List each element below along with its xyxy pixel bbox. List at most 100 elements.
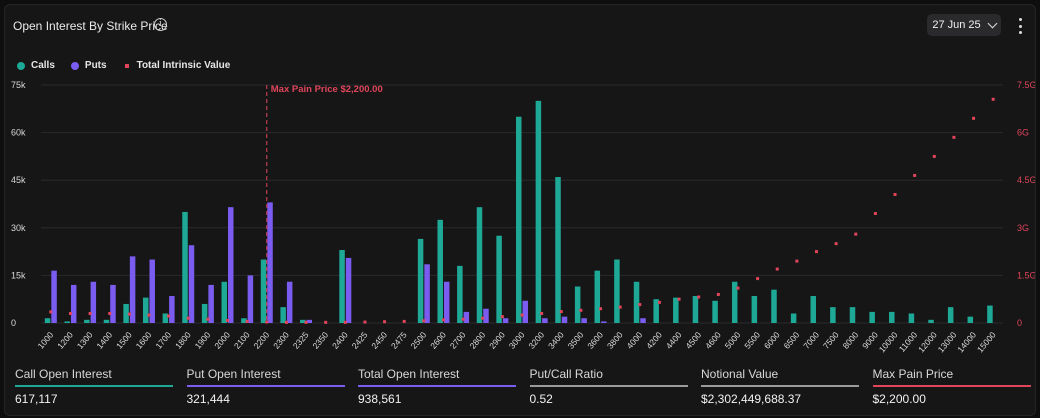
info-icon[interactable]: i (154, 18, 167, 31)
y-right-tick-label: 7.5G (1017, 80, 1035, 90)
x-tick-label: 14000 (955, 330, 978, 355)
bar-calls (712, 300, 718, 323)
stat-value: 617,117 (15, 392, 58, 406)
legend-item-puts[interactable]: Puts (70, 60, 107, 71)
bar-puts (188, 245, 195, 323)
bar-puts (70, 284, 77, 323)
stat-label: Notional Value (701, 367, 779, 381)
bar-calls (123, 303, 129, 323)
bar-calls (849, 307, 856, 323)
point-intrinsic (677, 297, 681, 301)
x-tick-label: 6500 (782, 330, 802, 351)
point-intrinsic (952, 135, 956, 139)
point-intrinsic (991, 97, 995, 101)
point-intrinsic (147, 313, 151, 317)
x-tick-label: 2500 (409, 330, 429, 351)
bar-calls (653, 299, 659, 323)
bar-puts (169, 296, 175, 323)
bar-calls (142, 297, 149, 323)
point-intrinsic (324, 320, 328, 324)
legend-intrinsic-swatch (124, 63, 129, 68)
point-intrinsic (599, 307, 603, 311)
bar-calls (928, 319, 934, 323)
bar-calls (692, 296, 699, 323)
y-right-tick-label: 6G (1017, 128, 1029, 138)
x-tick-label: 2900 (487, 330, 507, 351)
x-tick-label: 3200 (526, 330, 546, 351)
bar-calls (574, 286, 581, 323)
point-intrinsic (697, 295, 701, 299)
point-intrinsic (893, 192, 897, 196)
stat-underline (701, 385, 859, 387)
x-tick-label: 3600 (585, 330, 605, 351)
x-tick-label: 1500 (114, 330, 134, 351)
bar-calls (987, 305, 993, 323)
point-intrinsic (284, 320, 288, 324)
x-tick-label: 1300 (75, 330, 95, 351)
panel-title: Open Interest By Strike Price (13, 19, 168, 33)
y-right-tick-label: 3G (1017, 223, 1029, 233)
bar-puts (208, 284, 214, 323)
point-intrinsic (441, 318, 445, 322)
x-tick-label: 3500 (566, 330, 586, 351)
x-tick-label: 5000 (723, 330, 743, 351)
point-intrinsic (127, 312, 131, 316)
bar-calls (339, 250, 345, 323)
x-tick-label: 1800 (173, 330, 193, 351)
bar-puts (463, 311, 470, 323)
legend-item-calls[interactable]: Calls (17, 60, 55, 71)
point-intrinsic (383, 320, 387, 324)
stat-underline (872, 385, 1031, 387)
point-intrinsic (461, 317, 465, 321)
stat-value: 0.52 (529, 392, 553, 406)
point-intrinsic (579, 308, 583, 312)
x-tick-label: 8000 (840, 330, 860, 351)
point-intrinsic (363, 320, 367, 324)
legend-puts-label: Puts (84, 60, 107, 71)
x-tick-label: 2300 (271, 330, 291, 351)
point-intrinsic (500, 315, 504, 319)
bar-puts (286, 281, 293, 323)
point-intrinsic (226, 318, 230, 322)
point-intrinsic (206, 317, 210, 321)
x-tick-label: 4600 (703, 330, 723, 351)
bar-calls (496, 235, 502, 323)
x-tick-label: 1900 (193, 330, 213, 351)
bar-calls (889, 311, 895, 323)
bar-calls (457, 265, 463, 323)
bar-calls (869, 311, 875, 323)
x-tick-label: 7500 (821, 330, 841, 351)
y-left-tick-label: 30k (11, 223, 26, 233)
bar-puts (424, 264, 430, 323)
expiry-date-select[interactable]: 27 Jun 25 (927, 14, 1001, 36)
legend-item-intrinsic[interactable]: Total Intrinsic Value (123, 60, 230, 71)
stat-label: Put/Call Ratio (529, 367, 603, 381)
stat-underline (15, 385, 173, 387)
y-right-tick-label: 4.5G (1017, 175, 1035, 185)
kebab-menu-icon[interactable] (1019, 18, 1023, 34)
bar-calls (790, 313, 797, 323)
stat-underline (186, 385, 345, 387)
x-tick-label: 2100 (232, 330, 252, 351)
bar-calls (751, 296, 758, 323)
x-tick-label: 15000 (975, 330, 998, 355)
bar-puts (542, 318, 548, 323)
stat-total-open-interest: Total Open Interest 938,561 (358, 363, 516, 411)
point-intrinsic (422, 319, 426, 323)
x-tick-label: 3800 (605, 330, 625, 351)
x-tick-label: 7000 (801, 330, 821, 351)
point-intrinsic (736, 286, 740, 290)
point-intrinsic (540, 311, 544, 315)
bar-puts (502, 318, 509, 323)
bar-calls (908, 313, 915, 323)
x-tick-label: 1700 (153, 330, 173, 351)
stat-label: Total Open Interest (358, 367, 460, 381)
point-intrinsic (972, 116, 976, 120)
x-tick-label: 1000 (36, 330, 56, 351)
x-tick-label: 2700 (448, 330, 468, 351)
x-tick-label: 2200 (251, 330, 271, 351)
y-left-tick-label: 60k (11, 128, 26, 138)
bar-calls (64, 321, 70, 323)
x-tick-label: 2400 (330, 330, 350, 351)
